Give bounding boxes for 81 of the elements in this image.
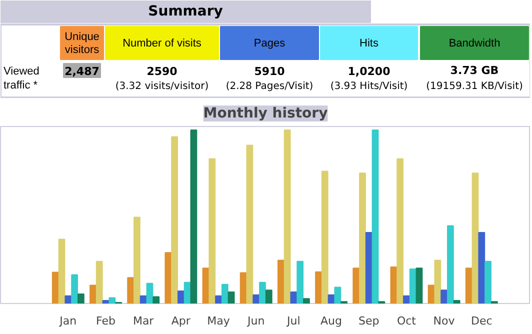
bar (177, 290, 184, 304)
category-label: Pages (254, 38, 286, 50)
x-tick-label: Dec (470, 314, 492, 328)
bar (102, 300, 110, 304)
x-tick-label: Apr (171, 314, 191, 328)
bar (140, 295, 147, 304)
x-tick-label: Sep (358, 314, 380, 328)
x-tick-label: Aug (320, 314, 342, 328)
bar (228, 292, 235, 304)
bar (303, 298, 310, 304)
text: (2.28 Pages/Visit) (226, 81, 314, 92)
bar (390, 266, 398, 304)
text: Summary (148, 4, 223, 20)
bar (240, 272, 247, 304)
text: (3.32 visits/visitor) (115, 81, 209, 92)
text: 5910 (254, 65, 286, 78)
x-tick-label: Jan (58, 314, 77, 328)
x-tick-label: Feb (96, 314, 116, 328)
bar (246, 144, 254, 304)
chart-title: Monthly history (203, 106, 328, 122)
bar (134, 216, 140, 304)
bar (409, 268, 416, 304)
bar (277, 260, 284, 304)
bar (472, 172, 479, 304)
bar (96, 260, 103, 304)
text: Viewed traffic * (4, 66, 40, 92)
x-tick-label: Nov (433, 314, 456, 328)
category-label: Unique visitors (64, 31, 100, 56)
text: (19159.31 KB/Visit) (426, 81, 523, 92)
text: 2,487 (64, 65, 100, 78)
bar (284, 129, 291, 304)
text: (3.93 Hits/Visit) (330, 81, 408, 92)
bar (208, 158, 216, 304)
bar (184, 282, 191, 304)
bar (259, 282, 266, 304)
bar (478, 232, 486, 304)
bar (446, 225, 454, 304)
bar (372, 129, 379, 304)
bar (434, 260, 442, 304)
x-tick-label: Jun (246, 314, 265, 328)
text: 1,0200 (348, 65, 391, 78)
bar (465, 268, 472, 304)
category-label: Hits (360, 38, 379, 50)
bar (164, 252, 172, 304)
text: 3.73 GB (450, 64, 499, 77)
bar (71, 274, 78, 304)
x-tick-label: Mar (132, 314, 154, 328)
bar (265, 290, 272, 304)
x-tick-label: Oct (396, 314, 417, 328)
bar (296, 260, 304, 304)
text: 2590 (146, 65, 178, 78)
bar (365, 232, 372, 304)
x-tick-label: Jul (286, 314, 300, 328)
bar (416, 268, 423, 304)
bar (152, 296, 160, 304)
bar (484, 260, 492, 304)
bar (321, 170, 328, 304)
bar (440, 290, 448, 304)
bar (90, 284, 96, 304)
bar (190, 129, 198, 304)
bar (127, 277, 134, 304)
category-label: Number of visits (122, 38, 202, 50)
bar (52, 272, 59, 304)
bar (352, 268, 360, 304)
bar (396, 158, 404, 304)
bar (215, 295, 222, 304)
bar (171, 136, 178, 304)
bar (78, 293, 84, 304)
bar (64, 295, 72, 304)
bar (221, 284, 228, 304)
bar (453, 300, 460, 304)
bar (58, 238, 66, 304)
bar (146, 282, 154, 304)
category-label: Bandwidth (448, 38, 500, 50)
x-tick-label: May (207, 314, 230, 328)
bar (315, 271, 322, 304)
bar (403, 295, 410, 304)
bar (334, 286, 342, 304)
bar (359, 172, 366, 304)
bar (252, 294, 260, 304)
bar (108, 297, 116, 304)
